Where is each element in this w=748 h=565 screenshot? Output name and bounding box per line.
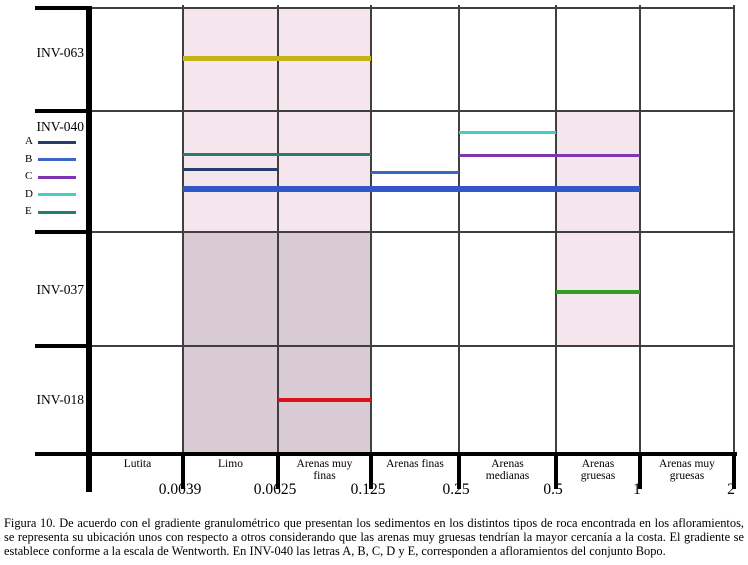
- x-axis-tick: [554, 453, 558, 489]
- category-label: Arenas finas: [386, 458, 444, 470]
- row-tick: [35, 344, 92, 348]
- x-axis-tick: [181, 453, 185, 489]
- row-label-inv-063: INV-063: [36, 44, 84, 60]
- grid-vline: [458, 5, 460, 453]
- legend-label-d: D: [25, 188, 33, 201]
- legend-label-b: B: [25, 152, 33, 165]
- segment-c: [459, 154, 640, 157]
- x-tick-label: 1: [633, 481, 641, 498]
- category-label: Arenas muy gruesas: [659, 458, 715, 483]
- category-label: Arenas muy finas: [296, 458, 353, 483]
- segment-inv-063: [183, 56, 371, 61]
- grid-vline: [182, 5, 184, 453]
- grid-hline: [92, 345, 734, 347]
- figure-canvas: INV-063 INV-037 INV-018 INV-040 A B C D E Lutita L…: [25, 5, 737, 498]
- figure-caption: Figura 10. De acuerdo con el gradiente g…: [4, 516, 744, 559]
- grid-hline: [92, 110, 734, 112]
- legend-label-a: A: [25, 135, 33, 148]
- grid-vline: [733, 5, 735, 453]
- x-axis-tick: [276, 453, 280, 489]
- shaded-region: [183, 232, 371, 453]
- x-axis-line: [35, 451, 737, 456]
- grid-hline: [92, 231, 734, 233]
- segment-a: [183, 168, 278, 171]
- legend-swatch-b: [38, 158, 76, 162]
- segment-d: [459, 131, 556, 134]
- row-tick: [35, 230, 92, 234]
- x-tick-label: 0.0039: [158, 481, 202, 498]
- x-axis-tick: [732, 453, 736, 489]
- category-label: Limo: [218, 458, 243, 470]
- x-axis-tick: [369, 453, 373, 489]
- y-axis-bar: [86, 8, 92, 492]
- row-tick: [35, 6, 92, 10]
- row-label-inv-018: INV-018: [36, 391, 84, 407]
- row-label-inv-037: INV-037: [36, 281, 84, 297]
- row-tick: [35, 109, 92, 113]
- segment-inv-018: [278, 398, 371, 402]
- grid-hline: [92, 7, 734, 9]
- category-label: Arenas medianas: [485, 458, 530, 483]
- legend-label-c: C: [25, 170, 33, 183]
- grid-vline: [277, 5, 279, 453]
- x-axis-tick: [638, 453, 642, 489]
- legend-swatch-d: [38, 193, 76, 197]
- segment-e: [183, 153, 371, 156]
- segment-b: [371, 171, 459, 174]
- legend-swatch-e: [38, 210, 76, 214]
- legend-swatch-a: [38, 140, 76, 144]
- grid-vline: [555, 5, 557, 453]
- shaded-region: [556, 111, 640, 346]
- x-axis-tick: [457, 453, 461, 489]
- category-label: Lutita: [123, 458, 152, 470]
- x-tick-label: 0.25: [442, 481, 470, 498]
- category-label: Arenas gruesas: [580, 458, 616, 483]
- legend-swatch-c: [38, 175, 76, 179]
- grid-vline: [370, 5, 372, 453]
- x-tick-label: 0.125: [350, 481, 386, 498]
- shaded-region: [183, 8, 371, 232]
- segment-inv-037: [556, 290, 640, 294]
- x-tick-label: 0.0625: [253, 481, 297, 498]
- legend-title: INV-040: [36, 118, 84, 134]
- segment-b: [183, 186, 640, 192]
- grid-vline: [639, 5, 641, 453]
- x-tick-label: 2: [727, 481, 735, 498]
- x-tick-label: 0.5: [543, 481, 563, 498]
- legend-label-e: E: [25, 205, 32, 218]
